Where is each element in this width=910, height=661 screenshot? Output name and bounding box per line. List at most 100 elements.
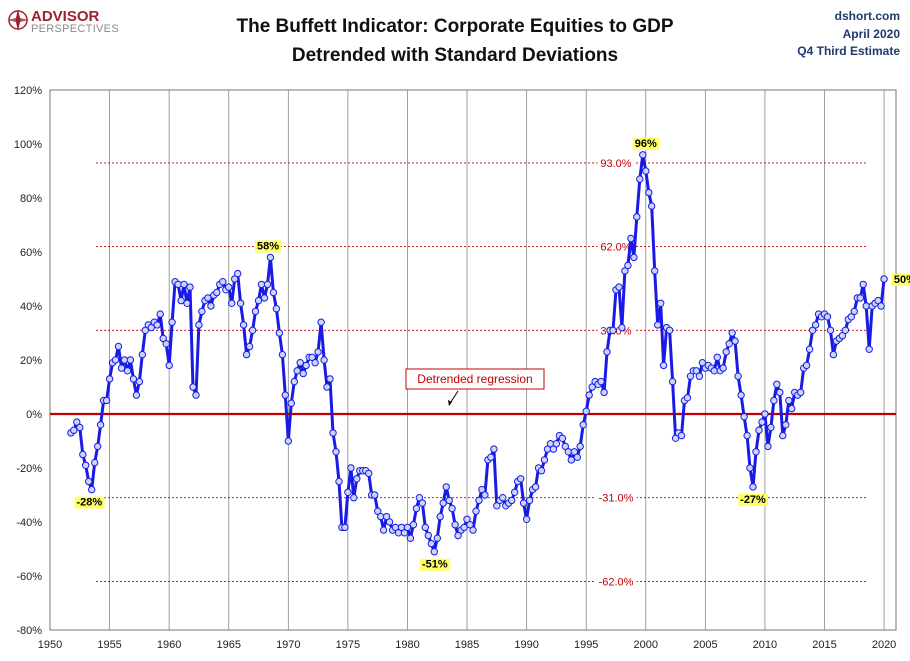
y-tick-label: -20% (16, 463, 42, 475)
arrow-head-icon (448, 400, 452, 406)
data-point (272, 305, 281, 313)
data-point (862, 302, 870, 310)
data-point (424, 531, 432, 540)
callout-bg (632, 137, 659, 150)
data-point (186, 283, 194, 291)
data-point (487, 453, 495, 461)
x-tick-label: 2000 (634, 639, 658, 651)
y-tick-label: -40% (16, 517, 42, 529)
regression-layer: Detrended regression (50, 368, 896, 416)
data-point (379, 526, 388, 534)
data-point (385, 518, 394, 526)
data-point (802, 361, 811, 370)
data-point (147, 323, 156, 332)
y-tick-label: -80% (16, 625, 42, 637)
data-point (859, 280, 867, 289)
advisor-perspectives-logo: ADVISOR PERSPECTIVES (7, 8, 119, 35)
data-point (323, 383, 331, 391)
data-point (645, 188, 653, 197)
data-point (96, 421, 105, 429)
data-point (549, 445, 558, 453)
data-point (403, 523, 412, 532)
data-point (874, 296, 882, 305)
data-point (499, 494, 507, 502)
logo-line2: PERSPECTIVES (31, 23, 119, 35)
x-tick-label: 1955 (97, 639, 121, 651)
data-point (740, 413, 748, 421)
data-point (731, 337, 739, 345)
std-dev-label-bg (595, 575, 637, 590)
data-point (415, 494, 424, 502)
data-point (517, 475, 525, 483)
data-point (773, 380, 781, 388)
data-point (451, 521, 459, 529)
data-point (618, 323, 626, 332)
data-point (245, 342, 254, 351)
data-point (615, 283, 623, 291)
data-point (111, 356, 120, 364)
data-point (472, 507, 480, 515)
data-point (657, 299, 665, 307)
marker-layer (67, 151, 888, 556)
data-point (138, 350, 147, 359)
data-point (856, 294, 864, 302)
data-point (481, 491, 489, 499)
std-dev-label-bg (597, 240, 635, 255)
data-point (251, 307, 260, 316)
data-point (418, 499, 427, 507)
data-point (353, 475, 361, 483)
data-point (177, 296, 185, 305)
data-point (365, 469, 373, 478)
data-point (826, 326, 835, 334)
data-point (531, 483, 540, 491)
y-tick-label: 20% (20, 355, 42, 367)
data-point (79, 450, 87, 459)
data-point (281, 391, 289, 399)
data-point (302, 361, 310, 370)
x-tick-label: 1960 (157, 639, 181, 651)
data-point (764, 442, 772, 451)
data-point (371, 491, 379, 499)
data-point (88, 485, 96, 494)
data-point (296, 359, 304, 367)
data-point (758, 418, 766, 426)
y-tick-label: 120% (14, 85, 42, 97)
x-tick-label: 2020 (872, 639, 896, 651)
data-point (725, 340, 733, 348)
data-point (713, 353, 721, 361)
data-point (126, 356, 135, 364)
data-point (880, 275, 888, 283)
data-point (752, 448, 760, 456)
data-point (570, 448, 578, 456)
data-point (350, 494, 358, 502)
data-point (665, 326, 674, 334)
data-point (508, 496, 516, 505)
data-point (239, 321, 248, 329)
data-point (135, 377, 144, 386)
data-point (219, 278, 227, 286)
data-point (400, 529, 409, 537)
x-tick-label: 1990 (514, 639, 538, 651)
data-point (743, 431, 751, 440)
data-point (633, 213, 641, 221)
data-point (117, 364, 126, 372)
y-tick-label: 100% (14, 139, 42, 151)
data-point (168, 318, 176, 326)
data-point (293, 367, 301, 375)
y-tick-label: -60% (16, 571, 42, 583)
data-point (102, 396, 111, 405)
data-point (412, 504, 421, 513)
x-tick-label: 1980 (395, 639, 419, 651)
x-tick-label: 1970 (276, 639, 300, 651)
callout-label: -51% (422, 559, 448, 571)
data-point (683, 394, 692, 402)
data-point (561, 442, 569, 451)
data-point (579, 421, 587, 429)
data-point (308, 353, 316, 361)
data-point (433, 534, 441, 542)
y-tick-label: 0% (26, 409, 42, 421)
data-point (808, 326, 817, 334)
data-point (639, 151, 647, 159)
